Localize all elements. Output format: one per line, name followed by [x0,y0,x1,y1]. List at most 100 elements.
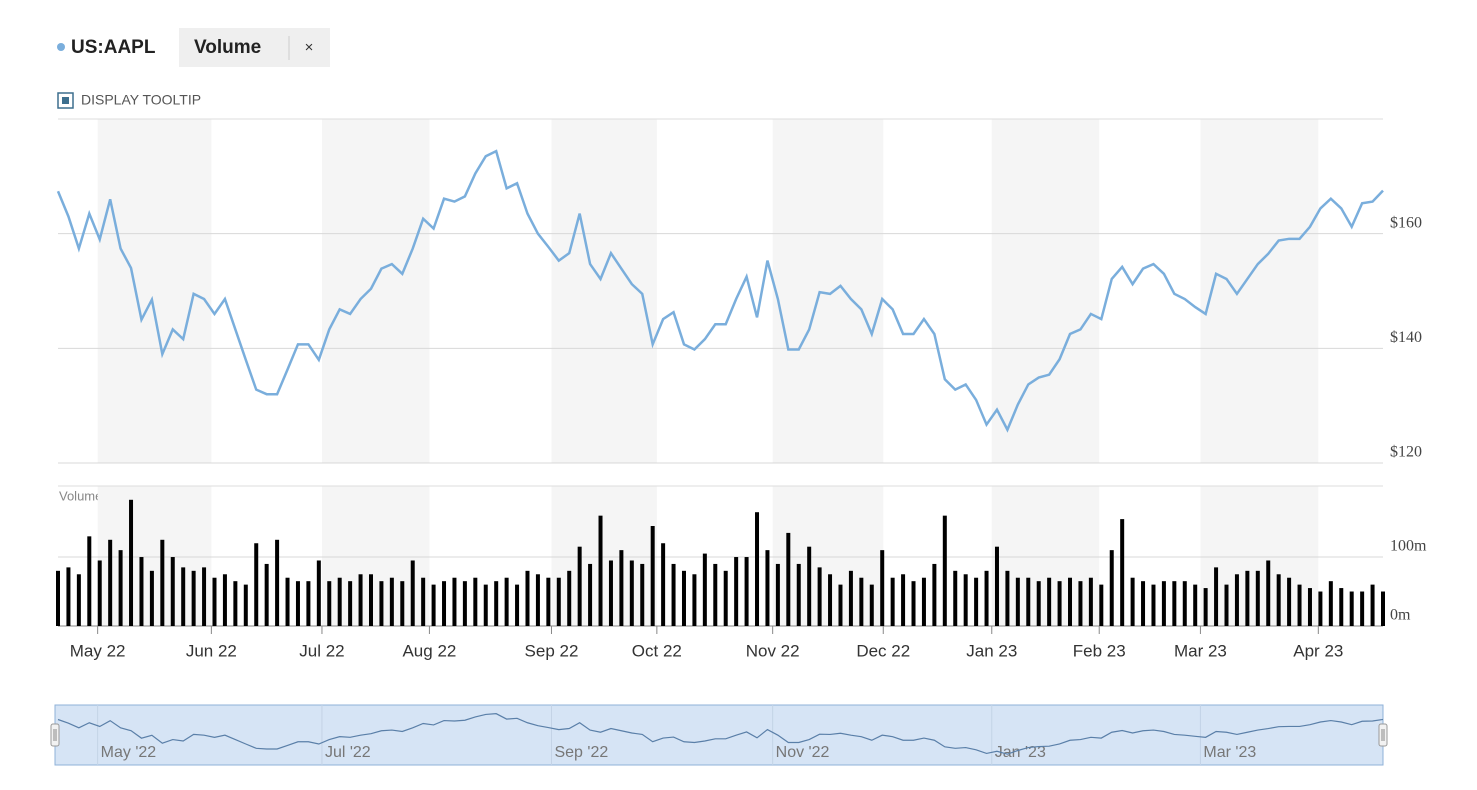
volume-bar [1349,591,1354,626]
volume-bar [702,553,707,626]
volume-bar [139,557,144,626]
volume-bar [389,577,394,626]
volume-bar [1088,577,1093,626]
volume-bar [421,577,426,626]
volume-bar [556,577,561,626]
volume-bar [723,570,728,626]
x-tick-label: Jun 22 [186,641,237,660]
volume-bar [348,581,353,626]
volume-bar [838,584,843,626]
volume-bar [880,550,885,626]
x-tick-label: Dec 22 [856,641,910,660]
x-tick-label: Feb 23 [1073,641,1126,660]
volume-bar [1151,584,1156,626]
navigator-handle[interactable] [50,723,60,747]
volume-bar [1172,581,1177,626]
volume-bar [400,581,405,626]
volume-bar [901,574,906,626]
legend-symbol[interactable]: US:AAPL [71,37,156,58]
x-tick-label: Sep 22 [525,641,579,660]
volume-bar [588,563,593,626]
volume-bar [650,526,655,626]
volume-bar [974,577,979,626]
volume-bar [807,546,812,626]
volume-bar [1224,584,1229,626]
volume-bar [473,577,478,626]
volume-bar [1328,581,1333,626]
month-band [772,119,884,463]
volume-bar [1068,577,1073,626]
volume-bar [765,550,770,626]
y-tick-label: $140 [1390,329,1422,346]
volume-bar [1047,577,1052,626]
volume-bar [692,574,697,626]
volume-bar [577,546,582,626]
volume-bar [337,577,342,626]
volume-bar [118,550,123,626]
indicator-chip[interactable] [179,28,330,67]
volume-bar [744,557,749,626]
indicator-label[interactable]: Volume [194,37,261,58]
volume-bar [1214,567,1219,626]
y2-tick-label: 0m [1390,607,1411,624]
volume-bar [160,539,165,626]
volume-bar [97,560,102,626]
volume-bar [1182,581,1187,626]
volume-bar [1005,570,1010,626]
volume-bar [1360,591,1365,626]
volume-bar [1036,581,1041,626]
price-line [56,149,1384,433]
volume-bar [327,581,332,626]
volume-bar [619,550,624,626]
close-button[interactable]: × [305,39,314,56]
volume-bar [410,560,415,626]
volume-bar [254,543,259,626]
volume-bar [525,570,530,626]
volume-bar [1141,581,1146,626]
volume-bar [661,543,666,626]
volume-bar [233,581,238,626]
volume-bar [108,539,113,626]
volume-bar [1307,588,1312,626]
volume-bar [1078,581,1083,626]
volume-bar [963,574,968,626]
volume-bar [817,567,822,626]
navigator-tick-label: May '22 [101,744,157,761]
volume-bar [1120,519,1125,626]
y2-tick-label: 100m [1390,538,1427,555]
volume-bar [1245,570,1250,626]
volume-bar [1276,574,1281,626]
volume-bar [243,584,248,626]
volume-bar [942,515,947,626]
volume-bar [76,574,81,626]
volume-bar [66,567,71,626]
volume-bar [775,563,780,626]
volume-bar [567,570,572,626]
month-band [772,486,884,626]
volume-bar [932,563,937,626]
navigator-handle[interactable] [1378,723,1388,747]
volume-bar [921,577,926,626]
volume-bar [56,570,60,626]
volume-bar [890,577,895,626]
volume-bar [368,574,373,626]
volume-bar [598,515,603,626]
volume-bar [796,563,801,626]
volume-bar [1161,581,1166,626]
navigator-line [57,713,1384,755]
volume-bar [1015,577,1020,626]
navigator-tick-label: Nov '22 [776,744,830,761]
volume-bar [1130,577,1135,626]
volume-bar [181,567,186,626]
month-band [1200,119,1319,463]
volume-bar [1255,570,1260,626]
volume-bar [379,581,384,626]
x-tick-label: May 22 [70,641,126,660]
tooltip-toggle-label[interactable]: DISPLAY TOOLTIP [81,92,201,108]
volume-bar [202,567,207,626]
volume-bar [275,539,280,626]
volume-bar [358,574,363,626]
navigator: May '22 Jul '22 Sep '22 Nov '22 Jan '23 Mar '… [50,704,1388,766]
volume-bar [911,581,916,626]
